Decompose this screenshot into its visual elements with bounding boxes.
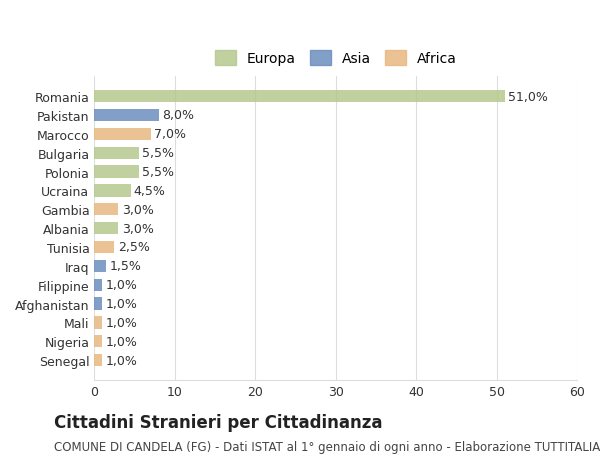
Bar: [94, 260, 106, 272]
Text: 1,0%: 1,0%: [106, 297, 137, 310]
Text: 1,5%: 1,5%: [110, 260, 142, 273]
Legend: Europa, Asia, Africa: Europa, Asia, Africa: [208, 45, 463, 73]
Text: 3,0%: 3,0%: [122, 222, 154, 235]
Text: 2,5%: 2,5%: [118, 241, 149, 254]
Bar: [94, 91, 505, 103]
Text: 1,0%: 1,0%: [106, 354, 137, 367]
Text: 5,5%: 5,5%: [142, 166, 174, 179]
Bar: [94, 336, 103, 348]
Text: 1,0%: 1,0%: [106, 335, 137, 348]
Bar: [94, 110, 159, 122]
Text: 3,0%: 3,0%: [122, 203, 154, 216]
Text: 1,0%: 1,0%: [106, 316, 137, 329]
Text: COMUNE DI CANDELA (FG) - Dati ISTAT al 1° gennaio di ogni anno - Elaborazione TU: COMUNE DI CANDELA (FG) - Dati ISTAT al 1…: [54, 440, 600, 453]
Bar: [94, 223, 118, 235]
Bar: [94, 185, 131, 197]
Bar: [94, 147, 139, 159]
Bar: [94, 241, 115, 253]
Text: 8,0%: 8,0%: [162, 109, 194, 122]
Bar: [94, 129, 151, 140]
Bar: [94, 354, 103, 367]
Bar: [94, 317, 103, 329]
Text: 51,0%: 51,0%: [508, 90, 548, 103]
Text: 1,0%: 1,0%: [106, 279, 137, 291]
Text: Cittadini Stranieri per Cittadinanza: Cittadini Stranieri per Cittadinanza: [54, 413, 383, 431]
Text: 7,0%: 7,0%: [154, 128, 186, 141]
Text: 4,5%: 4,5%: [134, 185, 166, 197]
Bar: [94, 298, 103, 310]
Text: 5,5%: 5,5%: [142, 147, 174, 160]
Bar: [94, 279, 103, 291]
Bar: [94, 204, 118, 216]
Bar: [94, 166, 139, 178]
